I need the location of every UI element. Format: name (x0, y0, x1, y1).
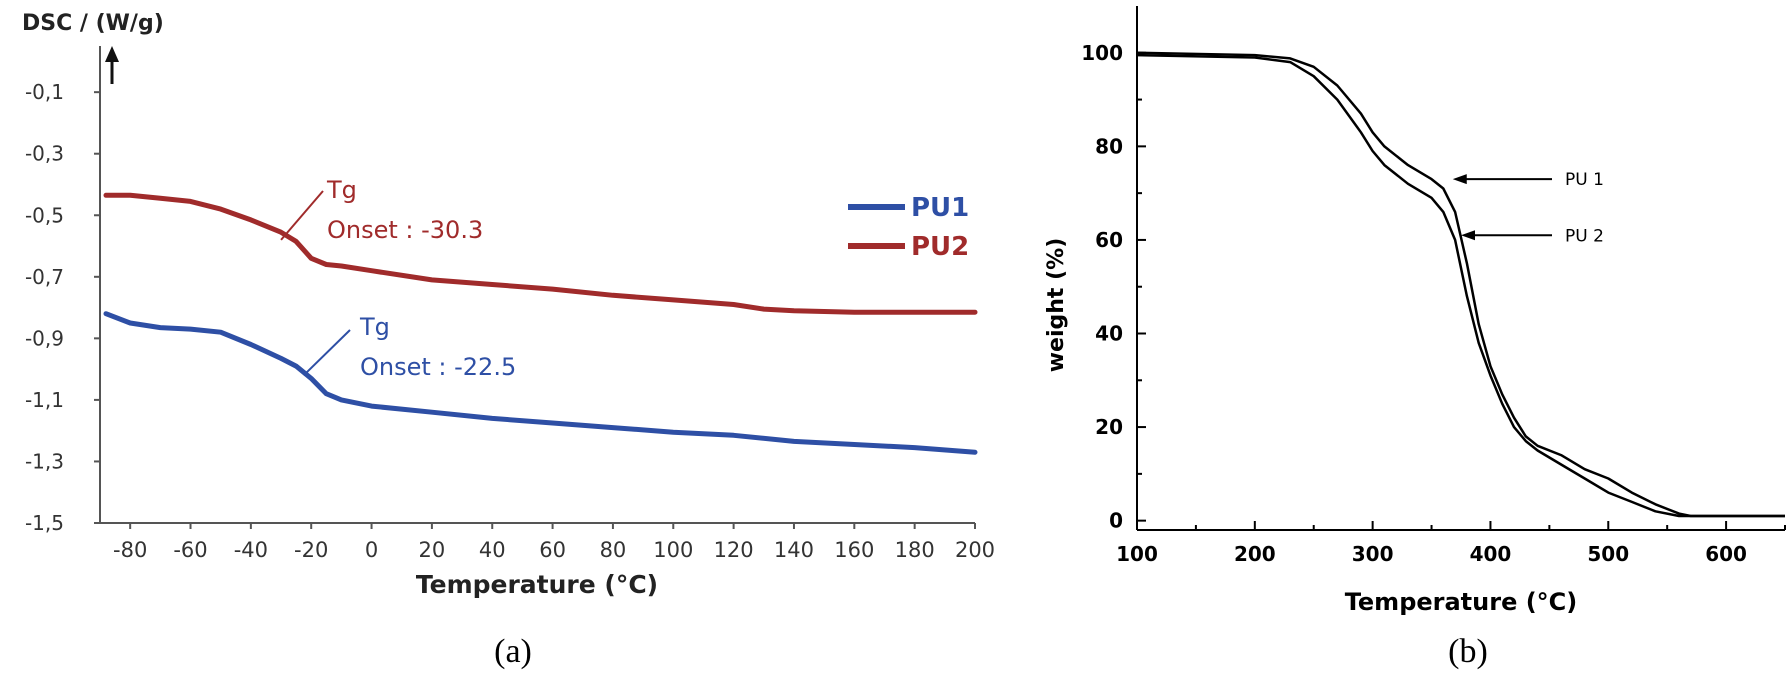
dsc-x-tick-label: 180 (895, 538, 935, 562)
dsc-x-tick-label: 20 (419, 538, 446, 562)
tga-y-tick-label: 40 (1095, 322, 1123, 346)
dsc-annotations: Tg Onset : -30.3 Tg Onset : -22.5 (280, 176, 516, 381)
tga-x-tick-label: 100 (1116, 542, 1158, 566)
dsc-annotation-callout (302, 329, 351, 376)
tga-x-tick-label: 400 (1470, 542, 1512, 566)
dsc-legend-label-pu1: PU1 (911, 193, 969, 223)
dsc-y-tick-label: -0,3 (25, 142, 64, 166)
dsc-y-tick-label: -0,1 (25, 80, 64, 104)
up-arrow-icon (105, 46, 119, 84)
dsc-annotation-onset-label: Onset : -30.3 (327, 216, 483, 244)
dsc-x-tick-label: -40 (234, 538, 268, 562)
dsc-x-tick-label: 160 (834, 538, 874, 562)
tga-x-tick-label: 600 (1705, 542, 1747, 566)
tga-x-tick-label: 200 (1234, 542, 1276, 566)
tga-y-tick-label: 80 (1095, 134, 1123, 158)
tga-y-ticks: 0 20 40 60 80 100 (1081, 41, 1146, 533)
dsc-x-tick-label: -20 (294, 538, 328, 562)
dsc-y-tick-label: -0,9 (25, 326, 64, 350)
dsc-ylabel: DSC / (W/g) (22, 11, 164, 36)
tga-xlabel: Temperature (°C) (1345, 588, 1578, 616)
tga-x-tick-label: 300 (1352, 542, 1394, 566)
dsc-annotation-tg-label: Tg (359, 313, 390, 341)
arrow-head-icon (1461, 230, 1475, 241)
tga-panel: weight (%) 100 200 300 400 500 600 0 20 40 60 80 1… (1044, 6, 1786, 670)
tga-x-ticks: 100 200 300 400 500 600 (1116, 521, 1786, 566)
tga-ylabel: weight (%) (1044, 238, 1069, 373)
dsc-y-tick-label: -0,7 (25, 265, 64, 289)
tga-y-tick-label: 100 (1081, 41, 1123, 65)
dsc-x-tick-label: 120 (714, 538, 754, 562)
tga-annotations: PU 1 PU 2 (1452, 170, 1604, 246)
dsc-x-tick-label: 40 (479, 538, 506, 562)
dsc-legend-label-pu2: PU2 (911, 232, 969, 262)
tga-series-line-pu2 (1136, 53, 1785, 518)
tga-x-tick-label: 500 (1587, 542, 1629, 566)
dsc-xlabel: Temperature (°C) (416, 570, 658, 599)
panel-a-label: (a) (494, 633, 532, 670)
dsc-series-line-pu2 (103, 192, 978, 315)
dsc-annotation-onset-label: Onset : -22.5 (360, 353, 516, 381)
dsc-axes (99, 46, 975, 524)
dsc-annotation-tg-label: Tg (326, 176, 357, 204)
tga-annotation-label: PU 1 (1565, 170, 1604, 190)
dsc-x-tick-label: 60 (539, 538, 566, 562)
dsc-x-tick-label: 80 (600, 538, 627, 562)
dsc-y-ticks: -0,1 -0,3 -0,5 -0,7 -0,9 -1,1 -1,3 -1,5 (25, 80, 100, 535)
dsc-x-tick-label: -80 (113, 538, 147, 562)
arrow-head-icon (1452, 174, 1467, 185)
tga-annotation-label: PU 2 (1565, 226, 1604, 246)
tga-y-tick-label: 60 (1095, 228, 1123, 252)
dsc-y-tick-label: -1,3 (25, 449, 64, 473)
dsc-series-line-pu1 (103, 311, 978, 455)
dsc-y-tick-label: -0,5 (25, 203, 64, 227)
dsc-series (103, 192, 978, 455)
tga-axes (1136, 6, 1785, 531)
dsc-y-tick-label: -1,5 (25, 511, 64, 535)
tga-series (1136, 51, 1785, 518)
dsc-x-tick-label: -60 (173, 538, 207, 562)
dsc-annotation-callout (280, 190, 324, 241)
dsc-x-tick-label: 200 (955, 538, 995, 562)
dsc-x-tick-label: 100 (653, 538, 693, 562)
dsc-y-tick-label: -1,1 (25, 388, 64, 412)
dsc-x-tick-label: 0 (365, 538, 378, 562)
tga-y-tick-label: 20 (1095, 415, 1123, 439)
tga-series-line-pu1 (1136, 51, 1785, 518)
panel-b-label: (b) (1448, 633, 1488, 670)
dsc-x-tick-label: 140 (774, 538, 814, 562)
dsc-panel: DSC / (W/g) -80 -60 -40 -20 0 20 40 60 80 100 120 1… (22, 11, 995, 670)
tga-y-tick-label: 0 (1109, 509, 1123, 533)
dsc-x-ticks: -80 -60 -40 -20 0 20 40 60 80 100 120 140 160 180 200 (113, 523, 995, 562)
